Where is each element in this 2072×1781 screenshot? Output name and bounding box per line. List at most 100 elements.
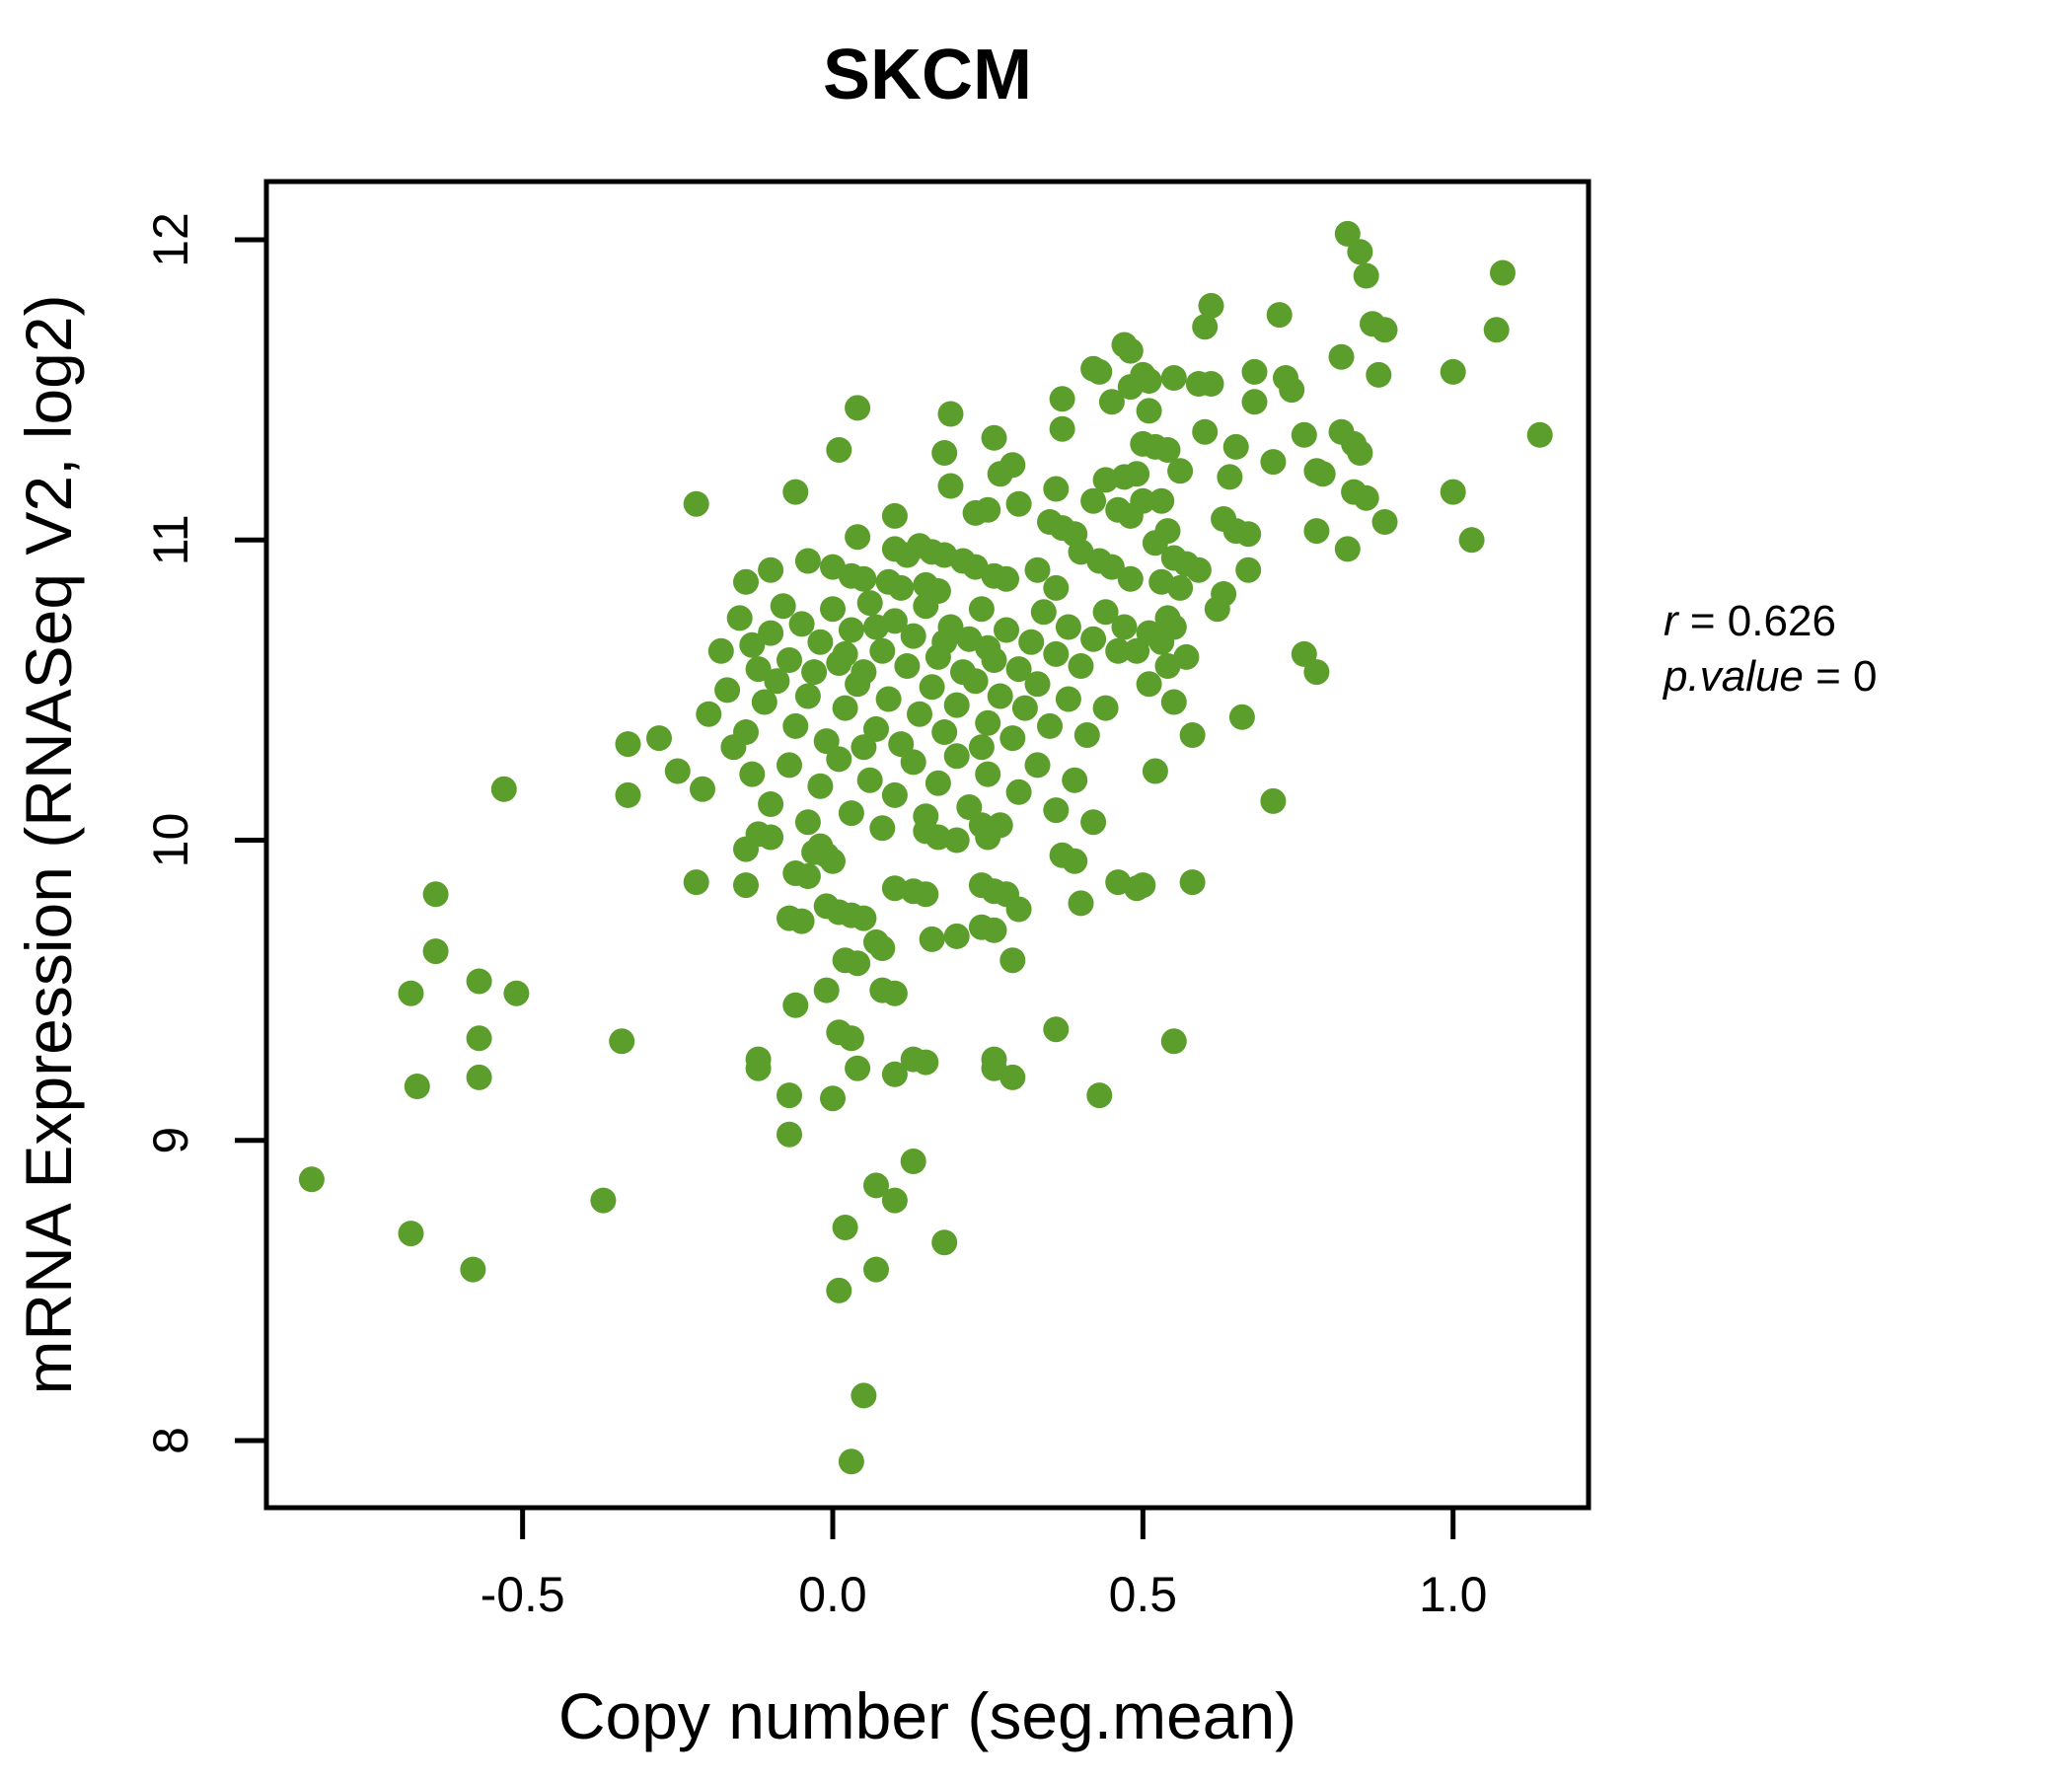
- scatter-point: [609, 1028, 635, 1055]
- scatter-point: [1098, 389, 1125, 415]
- scatter-point: [913, 593, 939, 620]
- scatter-point: [1043, 640, 1070, 667]
- p-value: = 0: [1804, 652, 1878, 701]
- scatter-point: [777, 1121, 802, 1148]
- scatter-point: [1241, 358, 1268, 385]
- scatter-point: [1024, 671, 1051, 698]
- scatter-point: [1005, 490, 1032, 517]
- scatter-point: [1142, 758, 1168, 784]
- scatter-point: [968, 734, 995, 761]
- scatter-point: [1024, 557, 1051, 583]
- scatter-point: [1111, 614, 1138, 640]
- scatter-point: [919, 674, 945, 701]
- scatter-point: [919, 926, 945, 952]
- scatter-point: [696, 701, 722, 727]
- r-value-line: r = 0.626: [1664, 597, 1836, 645]
- scatter-point: [422, 938, 449, 965]
- scatter-point: [733, 836, 759, 862]
- scatter-point: [863, 1256, 889, 1283]
- scatter-point: [1303, 659, 1330, 686]
- y-axis-label: mRNA Expression (RNASeq V2, log2): [12, 294, 85, 1394]
- scatter-point: [999, 947, 1026, 974]
- scatter-point: [845, 395, 871, 421]
- scatter-point: [832, 640, 858, 667]
- scatter-point: [856, 590, 883, 617]
- scatter-point: [845, 1055, 871, 1081]
- scatter-point: [851, 1382, 877, 1409]
- scatter-point: [826, 1277, 852, 1303]
- scatter-point: [1291, 640, 1317, 667]
- scatter-point: [1154, 653, 1181, 679]
- scatter-point: [460, 1256, 486, 1283]
- scatter-point: [820, 1085, 846, 1112]
- scatter-point: [1068, 890, 1094, 917]
- scatter-point: [590, 1187, 617, 1214]
- scatter-point: [1160, 689, 1187, 715]
- scatter-point: [683, 869, 709, 896]
- scatter-point: [1204, 596, 1230, 623]
- scatter-point: [398, 1221, 424, 1247]
- scatter-point: [1347, 239, 1373, 265]
- scatter-point: [937, 401, 964, 427]
- scatter-point: [1080, 809, 1107, 836]
- r-label: r: [1664, 597, 1680, 645]
- scatter-point: [1142, 530, 1168, 557]
- scatter-point: [820, 554, 846, 580]
- scatter-point: [1124, 461, 1150, 487]
- scatter-point: [1130, 487, 1156, 514]
- scatter-point: [733, 568, 759, 595]
- scatter-point: [869, 637, 896, 664]
- scatter-point: [1279, 377, 1305, 404]
- scatter-point: [813, 728, 840, 755]
- scatter-point: [404, 1074, 430, 1099]
- x-tick-label: -0.5: [481, 1567, 565, 1622]
- scatter-point: [937, 473, 964, 499]
- scatter-point: [943, 923, 970, 949]
- scatter-point: [931, 629, 958, 655]
- scatter-point: [758, 791, 784, 817]
- plot-border: [263, 179, 1591, 1511]
- chart-title: SKCM: [823, 36, 1032, 114]
- scatter-point: [1366, 361, 1392, 388]
- scatter-point: [1185, 557, 1212, 583]
- scatter-point: [683, 490, 709, 517]
- scatter-point: [1192, 418, 1219, 445]
- scatter-point: [881, 1061, 908, 1087]
- scatter-point: [1160, 1028, 1187, 1055]
- scatter-point: [1526, 421, 1553, 448]
- x-tick-label: 1.0: [1419, 1567, 1488, 1622]
- scatter-point: [1043, 1016, 1070, 1043]
- scatter-point: [1371, 317, 1398, 343]
- scatter-point: [863, 1172, 889, 1199]
- scatter-point: [1117, 565, 1144, 592]
- scatter-point: [975, 496, 1001, 523]
- scatter-point: [794, 548, 821, 574]
- scatter-point: [782, 712, 809, 739]
- scatter-point: [1086, 1082, 1113, 1109]
- scatter-point: [801, 659, 828, 686]
- scatter-point: [1037, 712, 1063, 739]
- scatter-point: [770, 593, 796, 620]
- scatter-point: [1130, 872, 1156, 899]
- scatter-point: [782, 992, 809, 1018]
- scatter-point: [900, 623, 926, 649]
- x-axis-label: Copy number (seg.mean): [558, 1679, 1296, 1752]
- scatter-point: [931, 719, 958, 745]
- scatter-point: [1347, 440, 1373, 466]
- scatter-point: [1266, 302, 1293, 329]
- scatter-point: [869, 935, 896, 961]
- scatter-point: [900, 1149, 926, 1174]
- scatter-point: [1049, 386, 1075, 412]
- x-axis: -0.5 0.0 0.5 1.0: [481, 1508, 1488, 1622]
- scatter-point: [1136, 398, 1162, 424]
- scatter-point: [1334, 220, 1361, 247]
- scatter-point: [863, 614, 889, 640]
- scatter-point: [1005, 779, 1032, 805]
- scatter-point: [832, 1215, 858, 1240]
- scatter-point: [1179, 722, 1206, 748]
- scatter-point: [881, 980, 908, 1006]
- scatter-point: [1068, 653, 1094, 679]
- scatter-point: [1303, 518, 1330, 545]
- scatter-point: [851, 734, 877, 761]
- scatter-point: [863, 715, 889, 742]
